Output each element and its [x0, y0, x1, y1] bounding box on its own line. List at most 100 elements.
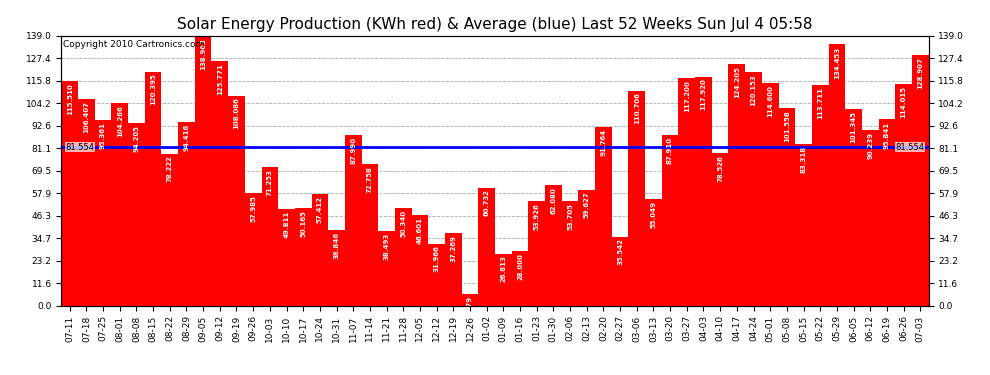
Bar [829, 45, 845, 306]
Bar [445, 233, 461, 306]
Bar [312, 194, 329, 306]
Bar [795, 144, 812, 306]
Text: 38.846: 38.846 [334, 232, 340, 259]
Text: 106.407: 106.407 [83, 101, 89, 133]
Bar [878, 120, 895, 306]
Text: 124.205: 124.205 [734, 66, 740, 98]
Text: 101.345: 101.345 [850, 111, 856, 143]
Bar [412, 215, 429, 306]
Text: 78.222: 78.222 [166, 156, 173, 182]
Bar [629, 91, 645, 306]
Bar [895, 84, 912, 306]
Text: 95.841: 95.841 [884, 122, 890, 148]
Text: 117.200: 117.200 [684, 80, 690, 112]
Text: 38.493: 38.493 [383, 233, 390, 260]
Text: 90.239: 90.239 [867, 132, 873, 159]
Text: 28.000: 28.000 [517, 253, 523, 280]
Bar [245, 193, 261, 306]
Bar [762, 83, 778, 306]
Text: 55.049: 55.049 [650, 201, 656, 228]
Text: 138.963: 138.963 [200, 38, 206, 69]
Bar [329, 230, 345, 306]
Text: 87.910: 87.910 [667, 137, 673, 164]
Bar [345, 135, 361, 306]
Bar [178, 122, 195, 306]
Title: Solar Energy Production (KWh red) & Average (blue) Last 52 Weeks Sun Jul 4 05:58: Solar Energy Production (KWh red) & Aver… [177, 16, 813, 32]
Bar [61, 81, 78, 306]
Bar [295, 208, 312, 306]
Bar [778, 108, 795, 306]
Text: 101.558: 101.558 [784, 110, 790, 142]
Text: 6.079: 6.079 [467, 296, 473, 318]
Bar [78, 99, 95, 306]
Text: 108.086: 108.086 [234, 98, 240, 129]
Text: 117.920: 117.920 [701, 78, 707, 110]
Bar [862, 130, 878, 306]
Bar [745, 72, 762, 306]
Bar [461, 294, 478, 306]
Bar [228, 96, 245, 306]
Text: 113.711: 113.711 [817, 87, 824, 119]
Text: 94.416: 94.416 [183, 124, 189, 152]
Bar [278, 209, 295, 306]
Bar [212, 62, 228, 306]
Text: 71.253: 71.253 [267, 169, 273, 196]
Bar [261, 167, 278, 306]
Bar [912, 55, 929, 306]
Text: 110.706: 110.706 [634, 93, 640, 124]
Text: 53.705: 53.705 [567, 203, 573, 230]
Bar [495, 254, 512, 306]
Bar [161, 154, 178, 306]
Bar [361, 164, 378, 306]
Text: 95.361: 95.361 [100, 122, 106, 149]
Text: 35.542: 35.542 [617, 238, 623, 266]
Bar [395, 208, 412, 306]
Bar [729, 64, 745, 306]
Bar [478, 188, 495, 306]
Text: 83.318: 83.318 [801, 146, 807, 173]
Text: 115.510: 115.510 [66, 83, 72, 115]
Bar [812, 85, 829, 306]
Text: 81.554: 81.554 [895, 143, 925, 152]
Text: 50.340: 50.340 [400, 210, 406, 237]
Text: 49.811: 49.811 [283, 211, 289, 238]
Text: 128.907: 128.907 [918, 57, 924, 89]
Text: 62.080: 62.080 [550, 187, 556, 214]
Bar [595, 128, 612, 306]
Bar [95, 120, 112, 306]
Text: 87.990: 87.990 [350, 136, 356, 164]
Bar [578, 190, 595, 306]
Text: 31.966: 31.966 [434, 246, 440, 272]
Bar [661, 135, 678, 306]
Bar [561, 201, 578, 306]
Text: 134.453: 134.453 [834, 46, 840, 78]
Text: 120.395: 120.395 [150, 74, 156, 105]
Text: 114.600: 114.600 [767, 85, 773, 117]
Bar [545, 185, 561, 306]
Bar [695, 76, 712, 306]
Text: 120.153: 120.153 [750, 74, 756, 106]
Text: 57.985: 57.985 [250, 195, 256, 222]
Bar [512, 251, 529, 306]
Text: 46.601: 46.601 [417, 217, 423, 244]
Bar [645, 199, 661, 306]
Text: 104.266: 104.266 [117, 105, 123, 137]
Text: 94.205: 94.205 [134, 124, 140, 152]
Bar [378, 231, 395, 306]
Bar [678, 78, 695, 306]
Text: 91.764: 91.764 [600, 129, 607, 156]
Text: Copyright 2010 Cartronics.com: Copyright 2010 Cartronics.com [63, 40, 204, 49]
Text: 50.165: 50.165 [300, 210, 306, 237]
Text: 53.926: 53.926 [534, 203, 540, 229]
Text: 78.526: 78.526 [717, 155, 723, 182]
Text: 125.771: 125.771 [217, 63, 223, 95]
Text: 81.554: 81.554 [65, 143, 95, 152]
Bar [612, 237, 629, 306]
Bar [529, 201, 545, 306]
Bar [128, 123, 145, 306]
Bar [429, 243, 445, 306]
Bar [712, 153, 729, 306]
Bar [845, 109, 862, 306]
Text: 37.269: 37.269 [450, 235, 456, 262]
Text: 114.015: 114.015 [901, 86, 907, 118]
